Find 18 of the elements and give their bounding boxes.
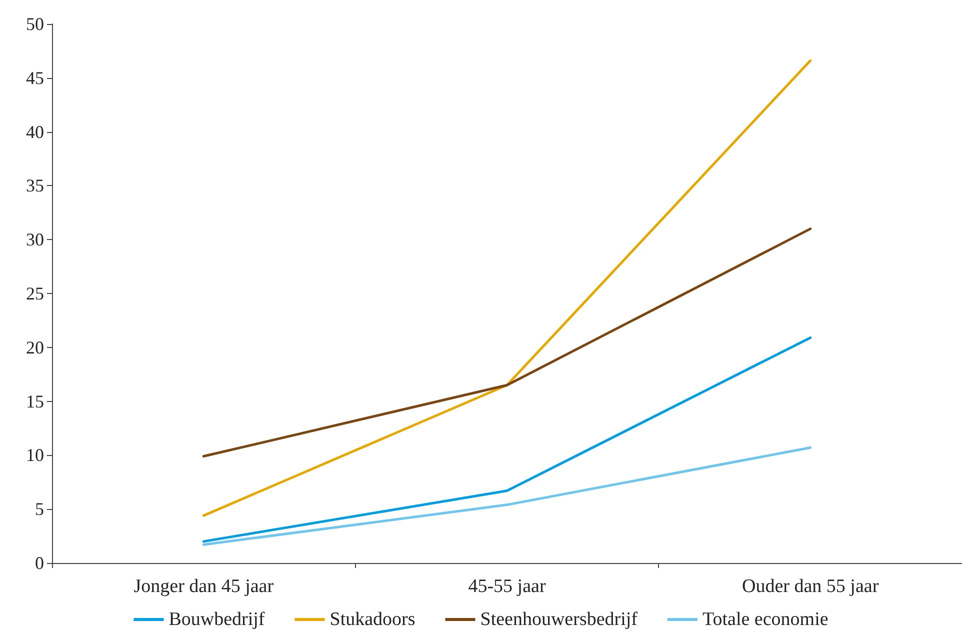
- x-tick-label: 45-55 jaar: [468, 576, 546, 597]
- y-tick-label: 15: [26, 391, 44, 412]
- y-tick-label: 25: [26, 284, 44, 304]
- legend-label: Stukadoors: [330, 609, 416, 630]
- y-tick-label: 35: [26, 176, 44, 196]
- y-tick-label: 0: [35, 553, 44, 573]
- x-tick-label: Jonger dan 45 jaar: [134, 576, 274, 597]
- y-tick-label: 30: [26, 230, 44, 250]
- x-tick-label: Ouder dan 55 jaar: [742, 576, 880, 597]
- y-tick-label: 10: [26, 445, 44, 466]
- y-tick-label: 5: [35, 499, 44, 520]
- y-tick-label: 45: [26, 68, 44, 88]
- y-tick-label: 40: [26, 122, 44, 142]
- y-tick-label: 20: [26, 337, 44, 358]
- legend-label: Totale economie: [702, 609, 828, 630]
- legend-label: Bouwbedrijf: [168, 609, 266, 630]
- y-tick-label: 50: [26, 14, 44, 34]
- legend-label: Steenhouwersbedrijf: [480, 609, 638, 630]
